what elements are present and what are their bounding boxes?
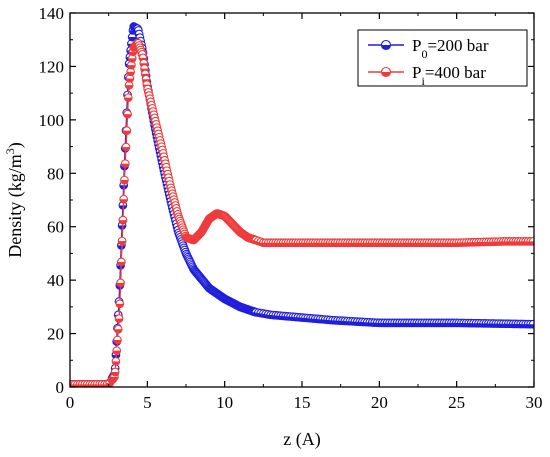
legend-item: Pi=400 bar xyxy=(368,63,486,88)
legend-label: P0=200 bar xyxy=(412,36,489,61)
y-axis-title: Density (kg/m3) xyxy=(3,142,26,258)
data-point xyxy=(122,126,132,135)
data-point xyxy=(113,335,122,345)
x-tick-label: 30 xyxy=(526,393,543,412)
legend-swatch-marker xyxy=(380,39,392,51)
x-tick-label: 0 xyxy=(66,393,75,412)
plot-area xyxy=(70,22,534,387)
data-point xyxy=(123,109,132,119)
data-point xyxy=(127,60,136,70)
legend-label: Pi=400 bar xyxy=(412,63,486,88)
series-line xyxy=(70,42,534,385)
data-point xyxy=(120,159,130,168)
y-tick-label: 120 xyxy=(39,57,65,76)
data-point xyxy=(114,314,124,323)
data-point xyxy=(121,142,131,152)
data-point xyxy=(112,346,122,356)
x-tick-label: 5 xyxy=(143,393,152,412)
data-point xyxy=(111,357,121,366)
y-tick-label: 40 xyxy=(47,271,64,290)
data-point xyxy=(119,194,129,204)
x-tick-label: 20 xyxy=(371,393,388,412)
legend-item: P0=200 bar xyxy=(368,36,489,61)
y-tick-label: 60 xyxy=(47,218,64,237)
data-point xyxy=(127,54,137,63)
y-tick-label: 20 xyxy=(47,325,64,344)
tick-labels: 0 5 10 15 20 25 30 0 20 40 60 80 100 120 140 xyxy=(39,4,543,412)
y-tick-label: 80 xyxy=(47,164,64,183)
data-point xyxy=(118,215,128,225)
data-point xyxy=(116,257,126,267)
y-tick-label: 100 xyxy=(39,111,65,130)
y-axis-title-sup: 3 xyxy=(3,148,17,154)
y-axis-title-end: ) xyxy=(5,142,26,148)
data-point xyxy=(110,367,120,377)
axes xyxy=(69,12,535,388)
legend-swatch-marker xyxy=(380,66,392,78)
data-point xyxy=(123,93,133,103)
y-tick-label: 140 xyxy=(39,4,65,23)
data-point xyxy=(115,299,125,309)
y-tick-label: 0 xyxy=(56,378,65,397)
data-point xyxy=(113,324,123,334)
data-point xyxy=(528,319,534,329)
data-point xyxy=(117,236,127,246)
data-point xyxy=(120,175,129,185)
data-point xyxy=(528,237,534,246)
x-tick-label: 25 xyxy=(448,393,465,412)
y-axis-title-main: Density (kg/m xyxy=(5,154,26,258)
series-pi-400-bar xyxy=(70,38,534,387)
x-tick-label: 15 xyxy=(294,393,311,412)
x-tick-label: 10 xyxy=(216,393,233,412)
x-axis-title: z (A) xyxy=(283,429,320,450)
data-point xyxy=(116,278,125,288)
